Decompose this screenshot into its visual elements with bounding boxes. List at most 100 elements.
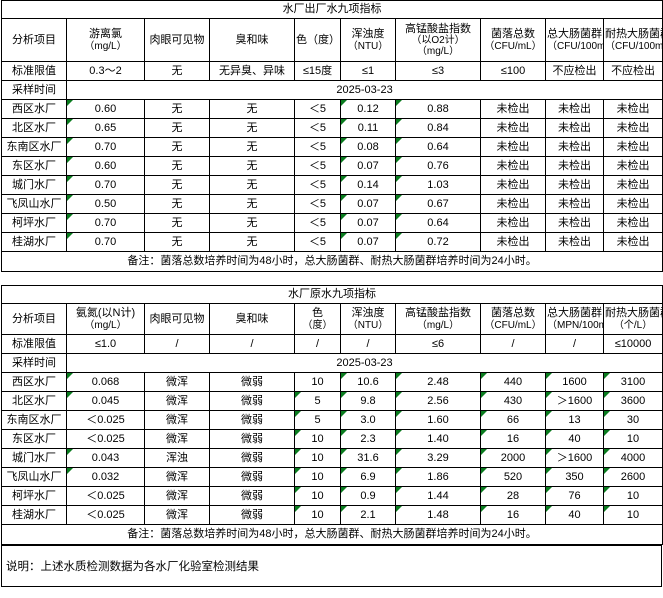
cell-comment-marker bbox=[67, 195, 73, 201]
cell-comment-marker bbox=[396, 487, 402, 493]
table1-limit-value: 无 bbox=[144, 61, 210, 81]
table2-data-cell: 0.043 bbox=[66, 448, 145, 468]
cell-comment-marker bbox=[295, 392, 301, 398]
cell-comment-marker bbox=[341, 195, 347, 201]
col-header-name: 分析项目 bbox=[12, 312, 56, 325]
table1-data-cell: 未检出 bbox=[545, 118, 604, 138]
table1-data-cell: 无 bbox=[209, 137, 295, 157]
table1-data-cell: 无 bbox=[209, 213, 295, 233]
table1-data-cell: 0.88 bbox=[395, 99, 481, 119]
cell-comment-marker bbox=[341, 138, 347, 144]
table2-data-cell: 微弱 bbox=[209, 486, 295, 506]
cell-comment-marker bbox=[295, 487, 301, 493]
table-row: 桂湖水厂 ＜0.025 微浑 微弱 10 2.1 1.48 16 40 10 bbox=[1, 505, 663, 525]
table1-data-cell: 无 bbox=[209, 156, 295, 176]
table2-note-row: 备注：菌落总数培养时间为48小时，总大肠菌群、耐热大肠菌群培养时间为24小时。 bbox=[0, 524, 663, 545]
cell-comment-marker bbox=[341, 449, 347, 455]
cell-comment-marker bbox=[396, 430, 402, 436]
table2-data-cell: 1.44 bbox=[395, 486, 481, 506]
table-row: 北区水厂 0.045 微浑 微弱 5 9.8 2.56 430 ＞1600 3600 bbox=[1, 391, 663, 411]
table1-data-cell: 未检出 bbox=[545, 137, 604, 157]
table1-data-cell: 无 bbox=[209, 118, 295, 138]
table-row: 北区水厂 0.65 无无＜5 0.11 0.84 未检出 未检出 未检出 bbox=[1, 118, 663, 138]
cell-comment-marker bbox=[546, 430, 552, 436]
table1-data-cell: 无 bbox=[209, 232, 295, 252]
cell-comment-marker bbox=[396, 411, 402, 417]
col-header-name: 氨氮(以N计) bbox=[75, 307, 136, 320]
cell-comment-marker bbox=[67, 392, 73, 398]
table1-plant-name: 飞凤山水厂 bbox=[1, 194, 67, 214]
table2-data-cell: 10 bbox=[294, 372, 341, 392]
cell-comment-marker bbox=[396, 373, 402, 379]
table1-time-label: 采样时间 bbox=[1, 80, 67, 100]
table1-data-cell: 未检出 bbox=[602, 156, 663, 176]
cell-comment-marker bbox=[604, 449, 610, 455]
table1-data-cell: 未检出 bbox=[480, 156, 546, 176]
table2-data-cell: 76 bbox=[545, 486, 604, 506]
table2-data-cell: 微浑 bbox=[144, 467, 210, 487]
table2-data-cell: 10 bbox=[294, 505, 341, 525]
table1-data-cell: 0.70 bbox=[66, 175, 145, 195]
cell-comment-marker bbox=[546, 411, 552, 417]
table1-data-cell: 未检出 bbox=[545, 194, 604, 214]
cell-comment-marker bbox=[546, 468, 552, 474]
table2-data-cell: 1.40 bbox=[395, 429, 481, 449]
table2-data-cell: 微浑 bbox=[144, 486, 210, 506]
table1-data-cell: 0.64 bbox=[395, 137, 481, 157]
table2-plant-name: 柯坪水厂 bbox=[1, 486, 67, 506]
col-header-unit: （CFU/mL） bbox=[484, 319, 542, 331]
cell-comment-marker bbox=[481, 449, 487, 455]
col-header-name: 菌落总数 bbox=[491, 307, 535, 320]
table2-data-cell: 微弱 bbox=[209, 372, 295, 392]
cell-comment-marker bbox=[396, 449, 402, 455]
cell-comment-marker bbox=[67, 157, 73, 163]
table2-note: 备注：菌落总数培养时间为48小时，总大肠菌群、耐热大肠菌群培养时间为24小时。 bbox=[0, 524, 663, 545]
table2-limit-value: ≤1.0 bbox=[66, 334, 145, 354]
table1-data-cell: 0.84 bbox=[395, 118, 481, 138]
table1-data-cell: 0.11 bbox=[340, 118, 396, 138]
table2-data-cell: 2.3 bbox=[340, 429, 396, 449]
table2-header-row: 分析项目 氨氮(以N计) （mg/L） 肉眼可见物 臭和味色（度） 浑浊度 （NTU） 高锰酸… bbox=[1, 303, 663, 335]
table2-data-cell: 1.86 bbox=[395, 467, 481, 487]
table1-col-header-2: 肉眼可见物 bbox=[144, 18, 210, 62]
table1-data-cell: 未检出 bbox=[480, 232, 546, 252]
table2-data-cell: 4000 bbox=[602, 448, 663, 468]
cell-comment-marker bbox=[295, 449, 301, 455]
cell-comment-marker bbox=[604, 430, 610, 436]
col-header-name: 耐热大肠菌群 bbox=[605, 307, 662, 320]
col-header-unit: （CFU/mL） bbox=[484, 40, 542, 52]
cell-comment-marker bbox=[341, 119, 347, 125]
table1-data-cell: 未检出 bbox=[480, 194, 546, 214]
table2-col-header-5: 浑浊度 （NTU） bbox=[340, 303, 396, 335]
cell-comment-marker bbox=[67, 138, 73, 144]
table1-data-cell: 0.50 bbox=[66, 194, 145, 214]
table2-plant-name: 西区水厂 bbox=[1, 372, 67, 392]
table1-data-cell: 无 bbox=[209, 99, 295, 119]
cell-comment-marker bbox=[341, 176, 347, 182]
table1-data-cell: 未检出 bbox=[602, 118, 663, 138]
table1-data-cell: 无 bbox=[144, 213, 210, 233]
cell-comment-marker bbox=[67, 119, 73, 125]
col-header-name: 色 bbox=[312, 307, 323, 320]
cell-comment-marker bbox=[67, 468, 73, 474]
table1-data-cell: 无 bbox=[144, 137, 210, 157]
table1-data-cell: 未检出 bbox=[480, 213, 546, 233]
cell-comment-marker bbox=[396, 392, 402, 398]
table2-data-cell: 10.6 bbox=[340, 372, 396, 392]
cell-comment-marker bbox=[295, 411, 301, 417]
table2-data-cell: 0.068 bbox=[66, 372, 145, 392]
cell-comment-marker bbox=[67, 373, 73, 379]
cell-comment-marker bbox=[481, 373, 487, 379]
table1-col-header-5: 浑浊度 （NTU） bbox=[340, 18, 396, 62]
table-row: 城门水厂 0.043 浑浊 微弱 10 31.6 3.29 2000 ＞1600 4000 bbox=[1, 448, 663, 468]
cell-comment-marker bbox=[481, 468, 487, 474]
table2-data-cell: 66 bbox=[480, 410, 546, 430]
cell-comment-marker bbox=[396, 176, 402, 182]
table-row: 东南区水厂 0.70 无无＜5 0.08 0.64 未检出 未检出 未检出 bbox=[1, 137, 663, 157]
table2-data-cell: 3100 bbox=[602, 372, 663, 392]
col-header-name: 总大肠菌群 bbox=[547, 307, 602, 320]
table2-data-cell: 浑浊 bbox=[144, 448, 210, 468]
table2-data-cell: 3.0 bbox=[340, 410, 396, 430]
table2-data-cell: ＜0.025 bbox=[66, 505, 145, 525]
table2-data-cell: 10 bbox=[294, 467, 341, 487]
